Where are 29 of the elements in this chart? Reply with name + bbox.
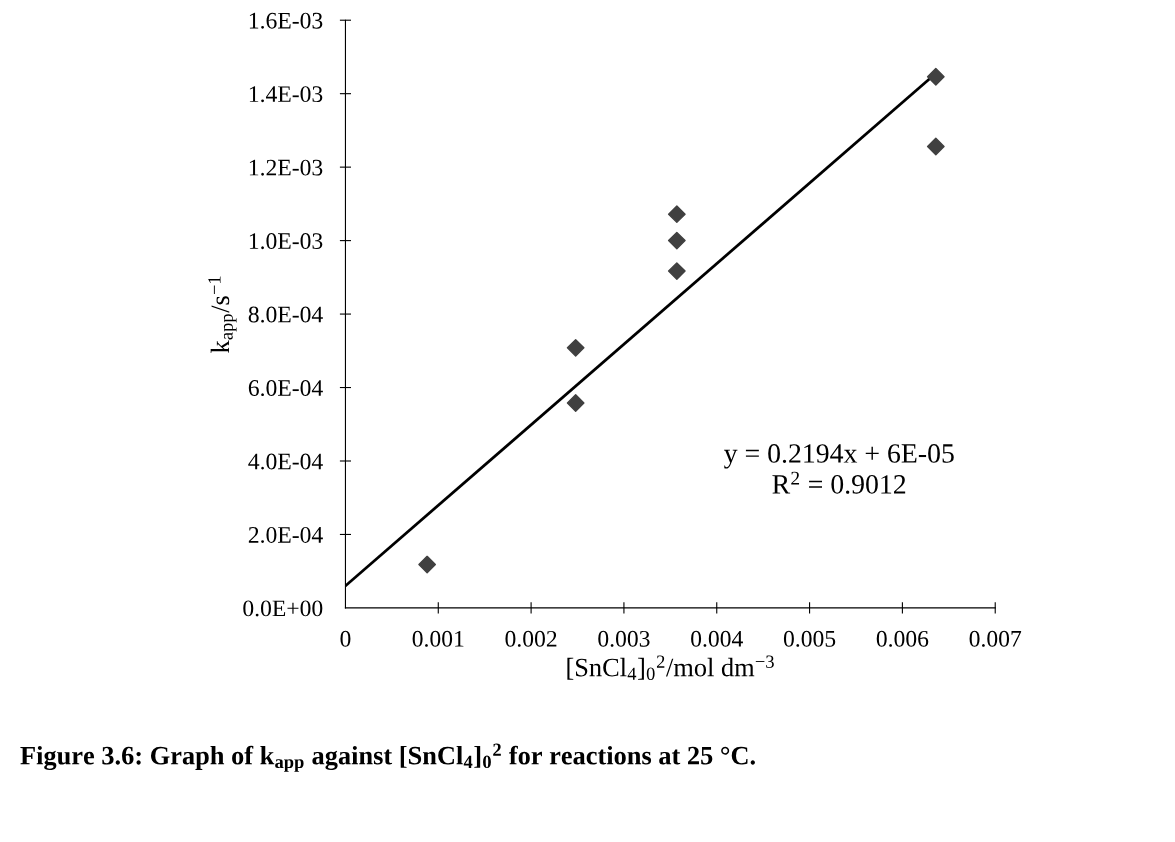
point [926,67,945,86]
annotation: y = 0.2194x + 6E-05 R$^{2}$ = 0.9012 [724,444,954,494]
point [667,205,686,224]
point [566,394,585,412]
y-tick-label: 1.6E-03 [249,12,323,29]
y-tick-label: 4.0E-04 [248,453,323,470]
x-tick-label: 0.006 [876,630,929,647]
x-tick-label: 0.005 [783,630,836,647]
point [926,137,945,156]
point [418,555,437,574]
y-axis-title: k$_{app}$/s$^{−1}$ [208,276,237,354]
y-tick-label: 1.0E-03 [249,233,323,250]
x-tick-label: 0.001 [412,630,464,647]
y-tick-label: 8.0E-04 [248,306,323,323]
point [667,231,686,250]
y-tick-label: 2.0E-04 [248,526,323,543]
y-tick-label: 0.0E+00 [243,600,323,617]
x-tick-label: 0.007 [969,630,1022,647]
x-tick-label: 0 [340,630,351,647]
x-tick-label: 0.003 [598,630,650,647]
caption: Figure 3.6: Graph of k$_{app}$ against [SnCl$_{4}$]$_{0}$$^{2}$ for reactions at 25 °C. [20,743,755,772]
x-tick-label: 0.004 [691,630,743,647]
point [566,338,585,357]
y-tick-label: 6.0E-04 [248,380,323,397]
y-tick-label: 1.4E-03 [249,86,323,103]
y-tick-label: 1.2E-03 [249,159,323,176]
x-axis-title: [SnCl$_{4}$]$_{0}$$^{2}$/mol dm$^{−3}$ [567,655,774,680]
point [667,262,686,281]
x-tick-label: 0.002 [505,630,557,647]
